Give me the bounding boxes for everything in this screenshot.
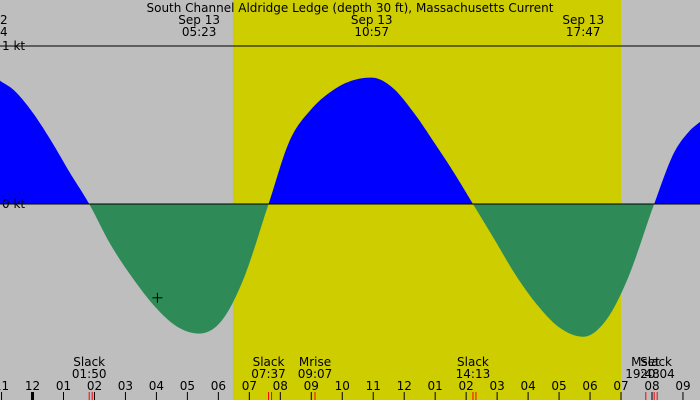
hour-tick-label-3: 02 [87, 379, 102, 393]
slack-event-time-2: 14:13 [456, 367, 491, 381]
flood-area-4 [654, 121, 700, 204]
moon-event-label-4: Mrise [299, 355, 331, 369]
slack-event-label-1: Slack [253, 355, 285, 369]
hour-tick-label-18: 05 [551, 379, 566, 393]
flood-area-0 [0, 80, 90, 204]
slack-event-time-0: 01:50 [72, 367, 107, 381]
extreme-time-label-1: 10:57 [354, 25, 389, 39]
hour-tick-label-8: 07 [242, 379, 257, 393]
hour-tick-label-14: 01 [428, 379, 443, 393]
moon-event-time-4: 09:07 [298, 367, 333, 381]
slack-event-time-1: 07:37 [251, 367, 286, 381]
hour-tick-label-12: 11 [366, 379, 381, 393]
crosshair-cursor [152, 292, 163, 303]
hour-tick-label-2: 01 [56, 379, 71, 393]
slack-event-time-3: 20:04 [640, 367, 675, 381]
hour-tick-label-16: 03 [489, 379, 504, 393]
extreme-date-label-0: Sep 13 [178, 13, 220, 27]
ebb-area-3 [473, 204, 655, 337]
ebb-area-1 [89, 204, 269, 334]
extreme-time-label-0: 05:23 [182, 25, 217, 39]
hour-tick-label-15: 02 [459, 379, 474, 393]
flood-area-2 [268, 77, 473, 204]
chart-title: South Channel Aldridge Ledge (depth 30 f… [146, 1, 553, 15]
hour-tick-label-11: 10 [335, 379, 350, 393]
hour-tick-label-0: 11 [0, 379, 9, 393]
event-labels: Slack01:50Slack07:37Slack14:13Slack20:04… [72, 355, 675, 400]
hour-tick-label-1: 12 [25, 379, 40, 393]
clipped-date-label: 2 [0, 13, 8, 27]
slack-event-label-2: Slack [457, 355, 489, 369]
clipped-time-label: 4 [0, 25, 8, 39]
hour-tick-label-22: 09 [675, 379, 690, 393]
moon-event-time-5: 19:48 [625, 367, 660, 381]
extreme-time-label-2: 17:47 [566, 25, 601, 39]
hour-axis: 11 12 01 02 03 04 05 06 07 08 09 10 11 12 01 02 03 04 05 06… [0, 379, 691, 400]
y-tick-label-0kt: 0 kt [2, 197, 25, 211]
slack-event-label-0: Slack [73, 355, 105, 369]
extreme-date-label-1: Sep 13 [351, 13, 393, 27]
hour-tick-label-7: 06 [211, 379, 226, 393]
hour-tick-label-13: 12 [397, 379, 412, 393]
extreme-date-label-2: Sep 13 [562, 13, 604, 27]
moon-event-label-5: Mset [631, 355, 660, 369]
hour-tick-label-21: 08 [644, 379, 659, 393]
hour-tick-label-9: 08 [273, 379, 288, 393]
hour-tick-label-5: 04 [149, 379, 164, 393]
y-tick-label-1kt: 1 kt [2, 39, 25, 53]
hour-tick-label-10: 09 [304, 379, 319, 393]
slack-event-label-3: Slack [640, 355, 672, 369]
hour-tick-label-6: 05 [180, 379, 195, 393]
current-area [0, 77, 700, 337]
hour-tick-label-4: 03 [118, 379, 133, 393]
hour-tick-label-17: 04 [520, 379, 535, 393]
hour-tick-label-20: 07 [613, 379, 628, 393]
hour-tick-label-19: 06 [582, 379, 597, 393]
